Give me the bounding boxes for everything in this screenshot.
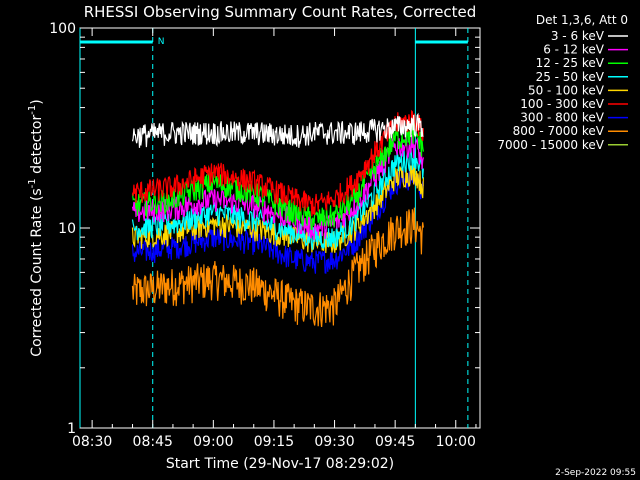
x-tick-label-1: 08:45: [133, 434, 173, 450]
x-tick-label-2: 09:00: [193, 434, 233, 450]
y-tick-label-2: 100: [49, 21, 76, 37]
x-tick-label-5: 09:45: [375, 434, 415, 450]
chart-title: RHESSI Observing Summary Count Rates, Co…: [84, 3, 477, 21]
y-axis-ticks: 1 10 100: [49, 21, 480, 437]
legend-label-2: 12 - 25 keV: [536, 56, 605, 70]
x-axis-ticks: 08:30 08:45 09:00 09:15 09:30 09:45 10:00: [72, 28, 477, 450]
legend-label-4: 50 - 100 keV: [528, 83, 605, 97]
plot-area: N 08:30 08:45 09:00 09:15 09:30 09:45 10:00 11…: [49, 21, 481, 450]
legend-label-5: 100 - 300 keV: [520, 97, 604, 111]
legend-label-8: 7000 - 15000 keV: [497, 138, 604, 152]
y-tick-label-0: 1: [67, 421, 76, 437]
x-tick-label-4: 09:30: [314, 434, 354, 450]
series-line-7: [131, 207, 424, 327]
x-tick-label-0: 08:30: [72, 434, 112, 450]
series-group: [131, 109, 424, 327]
legend-label-0: 3 - 6 keV: [551, 29, 605, 43]
night-label: N: [158, 37, 165, 47]
y-axis-label: Corrected Count Rate (s-1 detector-1): [27, 99, 45, 356]
legend-label-3: 25 - 50 keV: [536, 70, 605, 84]
y-tick-label-1: 10: [58, 221, 76, 237]
orbit-markers: N: [79, 28, 469, 428]
series-line-0: [131, 112, 424, 148]
legend-label-7: 800 - 7000 keV: [513, 124, 605, 138]
legend-label-6: 300 - 800 keV: [520, 111, 604, 125]
x-tick-label-6: 10:00: [436, 434, 476, 450]
legend-title: Det 1,3,6, Att 0: [536, 13, 628, 27]
legend-label-1: 6 - 12 keV: [543, 43, 605, 57]
x-axis-label: Start Time (29-Nov-17 08:29:02): [166, 456, 394, 472]
generation-timestamp: 2-Sep-2022 09:55: [555, 468, 636, 478]
series-line-5: [131, 109, 424, 217]
x-tick-label-3: 09:15: [254, 434, 294, 450]
